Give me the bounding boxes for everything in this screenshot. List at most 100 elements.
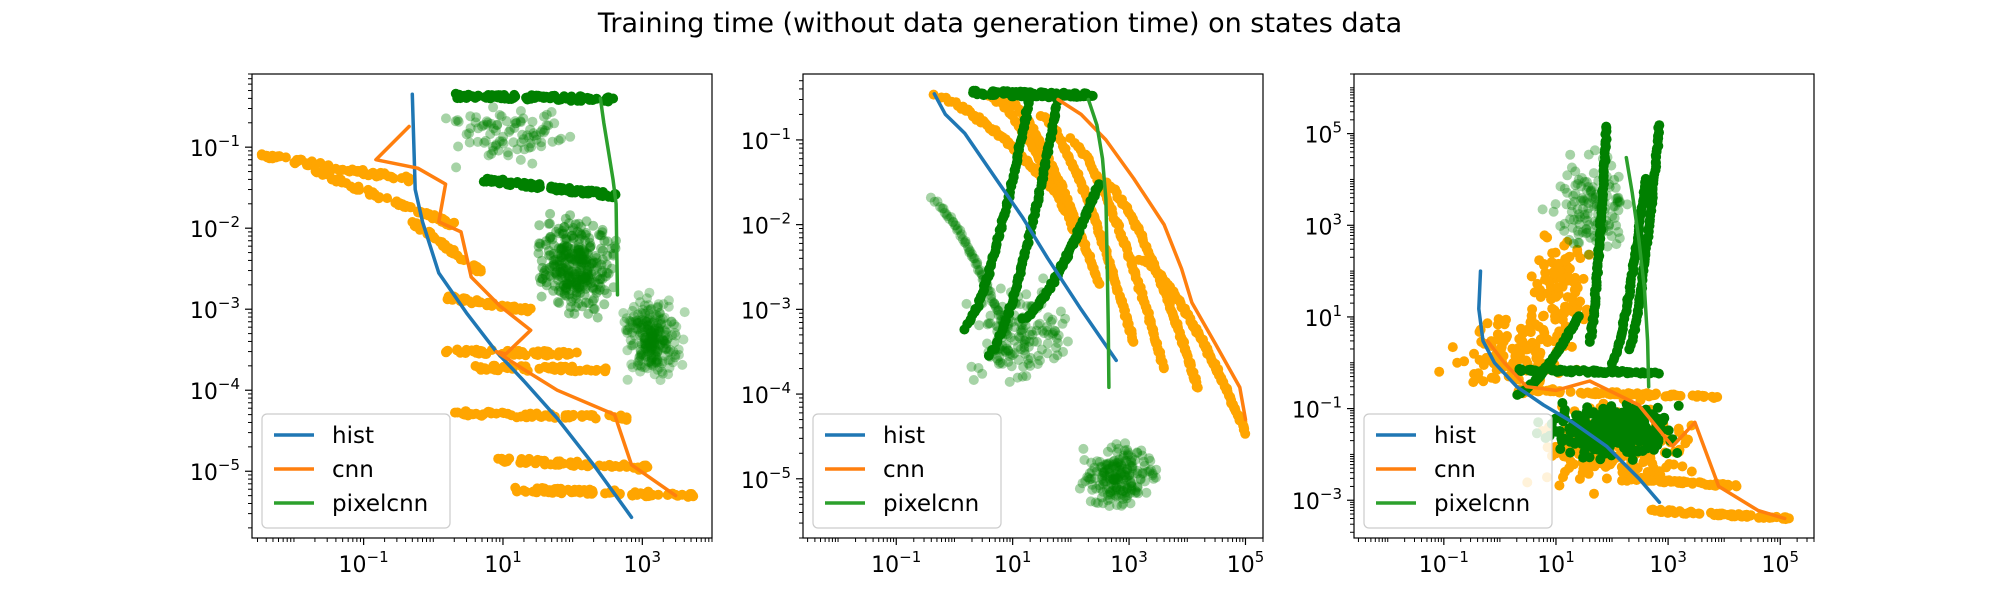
x-tick-label: 10−1 — [1419, 548, 1469, 578]
scatter-point — [1550, 199, 1561, 210]
scatter-point — [1549, 268, 1560, 279]
scatter-point — [1648, 432, 1659, 443]
scatter-point — [1016, 327, 1027, 338]
scatter-point — [642, 346, 653, 357]
scatter-point — [564, 252, 575, 263]
scatter-point — [992, 335, 1003, 345]
scatter-point — [637, 304, 648, 315]
scatter-point — [629, 338, 639, 349]
scatter-point — [1011, 298, 1021, 309]
legend-label-hist: hist — [1434, 423, 1476, 449]
scatter-point — [509, 123, 520, 133]
scatter-point — [1555, 221, 1566, 231]
scatter-point — [978, 274, 989, 285]
scatter-point — [1104, 501, 1115, 511]
scatter-point — [1579, 415, 1590, 425]
scatter-point — [1693, 390, 1703, 401]
scatter-point — [1575, 195, 1586, 206]
scatter-point — [1110, 471, 1121, 482]
x-tick-exponent: −1 — [899, 548, 921, 566]
scatter-cluster — [1133, 254, 1251, 439]
scatter-point — [562, 270, 573, 281]
scatter-point — [1730, 480, 1741, 491]
scatter-point — [1108, 470, 1119, 481]
scatter-point — [1112, 447, 1123, 458]
scatter-point — [670, 349, 681, 360]
scatter-point — [645, 329, 656, 339]
scatter-point — [1034, 355, 1045, 366]
scatter-point — [1526, 271, 1537, 282]
scatter-point — [663, 301, 674, 312]
scatter-point — [1675, 390, 1686, 401]
scatter-point — [652, 345, 663, 356]
plot-area — [256, 88, 699, 520]
scatter-point — [1120, 480, 1131, 491]
scatter-point — [653, 332, 664, 343]
scatter-point — [555, 361, 566, 372]
scatter-point — [537, 124, 548, 135]
scatter-point — [480, 135, 491, 146]
scatter-point — [1102, 446, 1113, 457]
scatter-point — [599, 364, 609, 375]
scatter-point — [486, 90, 497, 101]
scatter-point — [588, 256, 599, 267]
scatter-point — [1105, 493, 1116, 504]
scatter-point — [621, 313, 632, 324]
scatter-point — [662, 319, 673, 330]
scatter-point — [939, 207, 950, 218]
y-tick-label: 10−1 — [190, 132, 240, 162]
scatter-cluster — [450, 88, 619, 107]
scatter-point — [652, 354, 663, 365]
scatter-point — [571, 277, 582, 288]
scatter-point — [540, 125, 550, 136]
scatter-point — [1009, 322, 1020, 333]
scatter-point — [1038, 289, 1049, 299]
scatter-point — [989, 346, 1000, 357]
scatter-point — [554, 259, 565, 270]
scatter-point — [1584, 249, 1595, 260]
scatter-point — [997, 358, 1008, 369]
scatter-point — [1697, 478, 1708, 489]
scatter-point — [1125, 488, 1136, 499]
scatter-point — [1609, 174, 1620, 185]
scatter-point — [439, 240, 450, 251]
scatter-point — [569, 308, 580, 319]
scatter-point — [1607, 367, 1618, 378]
y-tick-label: 10−3 — [1292, 485, 1342, 515]
scatter-point — [606, 263, 617, 274]
scatter-point — [1585, 186, 1596, 197]
scatter-point — [649, 323, 660, 334]
scatter-point — [575, 288, 586, 298]
scatter-point — [1092, 456, 1103, 467]
scatter-point — [1662, 507, 1673, 518]
scatter-point — [1585, 232, 1596, 243]
scatter-point — [670, 330, 681, 341]
scatter-point — [1127, 452, 1138, 463]
scatter-point — [596, 259, 607, 270]
scatter-point — [1101, 458, 1112, 469]
scatter-point — [563, 242, 574, 253]
scatter-point — [549, 90, 560, 101]
x-tick-label: 103 — [1649, 548, 1687, 578]
scatter-point — [485, 129, 496, 140]
scatter-point — [479, 137, 490, 148]
scatter-point — [1192, 382, 1203, 393]
scatter-point — [1131, 487, 1142, 497]
scatter-point — [580, 277, 591, 288]
scatter-point — [1041, 325, 1052, 336]
y-tick-base: 10 — [190, 380, 218, 405]
scatter-point — [661, 344, 672, 355]
scatter-point — [649, 369, 660, 380]
scatter-point — [1147, 468, 1158, 479]
scatter-point — [1581, 223, 1592, 234]
scatter-point — [1021, 289, 1032, 300]
scatter-point — [649, 325, 660, 336]
scatter-point — [631, 316, 641, 327]
scatter-point — [556, 250, 567, 260]
scatter-point — [1111, 439, 1122, 450]
scatter-point — [573, 244, 584, 255]
scatter-point — [935, 202, 946, 212]
scatter-point — [330, 163, 341, 174]
scatter-point — [646, 317, 657, 328]
